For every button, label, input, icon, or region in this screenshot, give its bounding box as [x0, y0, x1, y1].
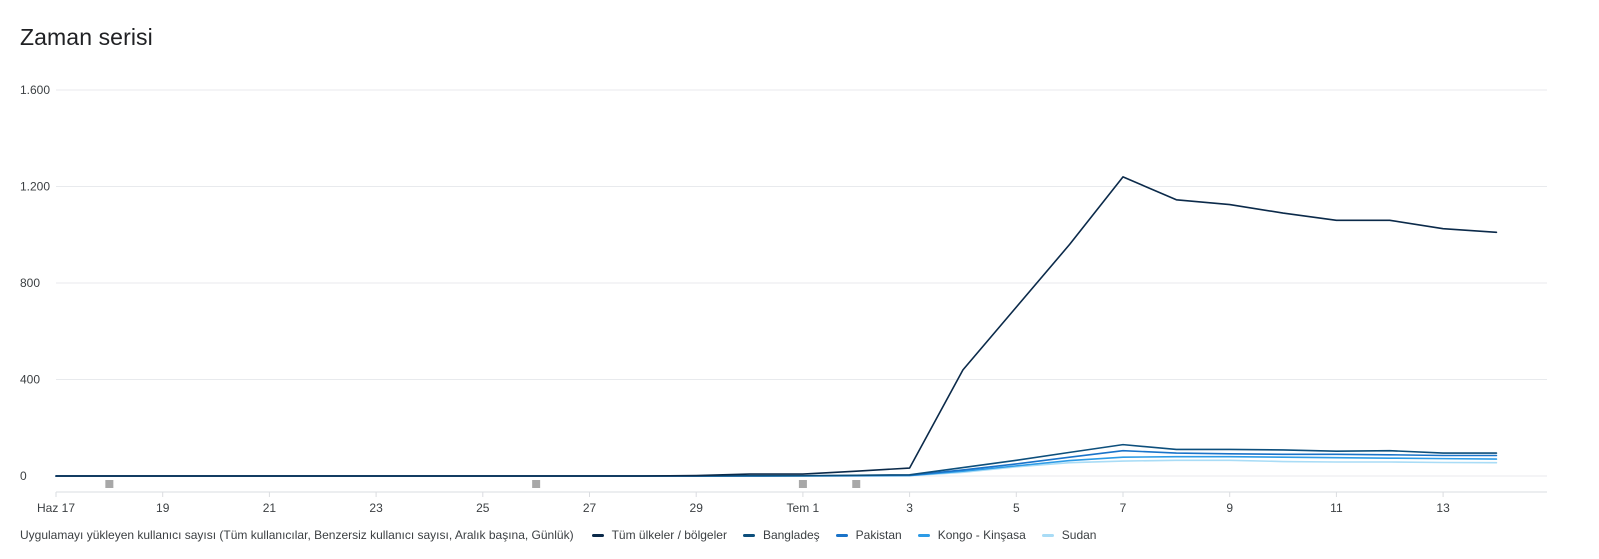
x-tick-label: 25: [476, 501, 490, 515]
legend-label: Pakistan: [855, 528, 902, 542]
x-tick-label: 3: [906, 501, 913, 515]
chart-legend: Uygulamayı yükleyen kullanıcı sayısı (Tü…: [20, 528, 1112, 542]
legend-item-0[interactable]: Tüm ülkeler / bölgeler: [591, 528, 727, 542]
x-axis-tick-labels: Haz 17 19 21 23 25 27 29 Tem 1 3 5 7 9 11 13: [37, 492, 1450, 515]
x-tick-label: 9: [1226, 501, 1233, 515]
y-tick-label: 1.600: [20, 83, 50, 97]
x-tick-label: 5: [1013, 501, 1020, 515]
legend-item-3[interactable]: Kongo - Kinşasa: [917, 528, 1026, 542]
legend-item-2[interactable]: Pakistan: [835, 528, 902, 542]
legend-label: Sudan: [1061, 528, 1097, 542]
x-tick-label: 7: [1120, 501, 1127, 515]
x-tick-label: 29: [690, 501, 704, 515]
series-line-1: [55, 443, 1498, 477]
x-tick-label: 27: [583, 501, 597, 515]
x-tick-label: 23: [369, 501, 383, 515]
legend-swatch: [835, 533, 848, 537]
legend-swatch: [1041, 533, 1054, 537]
anomaly-marker[interactable]: [798, 480, 807, 488]
x-tick-label: 21: [263, 501, 277, 515]
y-axis-tick-labels: 0 400 800 1.200 1.600: [20, 83, 50, 483]
grid-lines: [56, 89, 1547, 477]
series-line-2: [55, 449, 1498, 477]
legend-swatch: [591, 533, 604, 537]
y-tick-label: 1.200: [20, 180, 50, 194]
anomaly-marker[interactable]: [532, 480, 541, 488]
anomaly-markers: [105, 480, 861, 488]
x-tick-label: 11: [1330, 501, 1343, 515]
series-lines: [55, 176, 1498, 477]
y-tick-label: 0: [20, 469, 27, 483]
y-tick-label: 400: [20, 373, 40, 387]
x-tick-label: Tem 1: [787, 501, 820, 515]
series-line-0: [55, 176, 1498, 477]
legend-swatch: [742, 533, 755, 537]
x-tick-label: 13: [1436, 501, 1450, 515]
legend-label: Tüm ülkeler / bölgeler: [611, 528, 727, 542]
legend-item-1[interactable]: Bangladeş: [742, 528, 820, 542]
legend-label: Bangladeş: [762, 528, 820, 542]
y-tick-label: 800: [20, 276, 40, 290]
x-tick-label: 19: [156, 501, 170, 515]
legend-label: Kongo - Kinşasa: [937, 528, 1026, 542]
series-line-3: [55, 455, 1498, 477]
legend-item-4[interactable]: Sudan: [1041, 528, 1097, 542]
time-series-chart: 0 400 800 1.200 1.600 Haz 17 19 21 23 25 27 29 Tem …: [20, 83, 1547, 515]
legend-description: Uygulamayı yükleyen kullanıcı sayısı (Tü…: [20, 528, 574, 542]
chart-title: Zaman serisi: [20, 24, 153, 50]
anomaly-marker[interactable]: [852, 480, 861, 488]
legend-items: Tüm ülkeler / bölgeler Bangladeş Pakistan K…: [591, 528, 1113, 542]
x-tick-label: Haz 17: [37, 501, 75, 515]
anomaly-marker[interactable]: [105, 480, 114, 488]
legend-swatch: [917, 533, 930, 537]
